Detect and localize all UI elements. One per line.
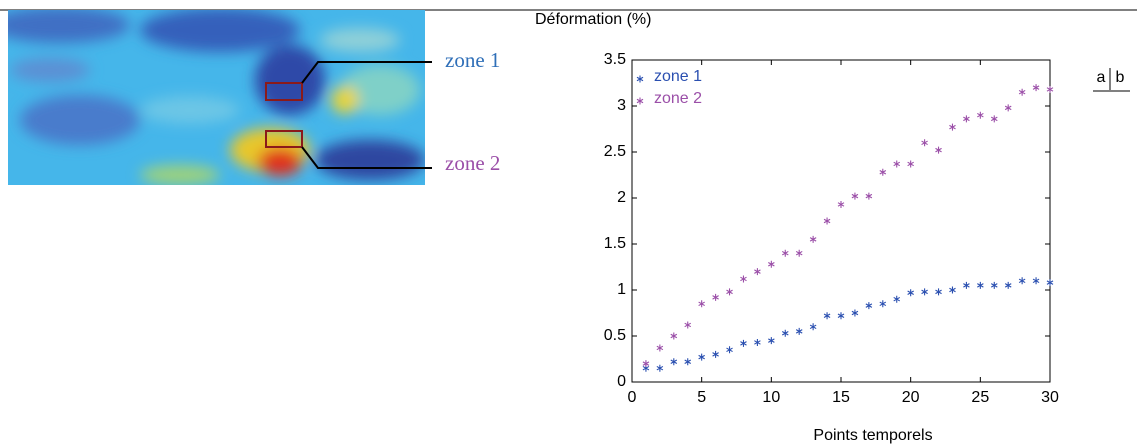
point xyxy=(894,160,900,167)
y-tick-label: 2 xyxy=(617,189,626,206)
point xyxy=(754,268,760,275)
point xyxy=(1033,84,1039,91)
point xyxy=(699,354,705,361)
point xyxy=(810,236,816,243)
point xyxy=(727,346,733,353)
y-tick-label: 1 xyxy=(617,281,626,298)
point xyxy=(740,340,746,347)
x-tick-label: 20 xyxy=(902,389,920,406)
point xyxy=(643,360,649,367)
point xyxy=(894,296,900,303)
x-tick-label: 10 xyxy=(762,389,780,406)
point xyxy=(713,294,719,301)
panel-label: a xyxy=(1097,69,1106,86)
point xyxy=(1005,282,1011,289)
point xyxy=(657,365,663,372)
point xyxy=(768,337,774,344)
y-tick-label: 3.5 xyxy=(604,51,626,68)
panel-label: b xyxy=(1116,69,1125,86)
point xyxy=(685,358,691,365)
point xyxy=(963,282,969,289)
point xyxy=(796,250,802,257)
point xyxy=(685,321,691,328)
point xyxy=(699,300,705,307)
x-axis-label: Points temporels xyxy=(813,427,932,444)
point xyxy=(754,339,760,346)
point xyxy=(908,289,914,296)
point xyxy=(1047,279,1053,286)
point xyxy=(740,275,746,282)
point xyxy=(880,300,886,307)
point xyxy=(1033,277,1039,284)
point xyxy=(1019,89,1025,96)
point xyxy=(1047,86,1053,93)
x-tick-label: 25 xyxy=(971,389,989,406)
point xyxy=(671,333,677,340)
point xyxy=(671,358,677,365)
point xyxy=(768,261,774,268)
y-tick-label: 0.5 xyxy=(604,327,626,344)
point xyxy=(991,282,997,289)
point xyxy=(991,115,997,122)
point xyxy=(922,139,928,146)
point xyxy=(866,302,872,309)
point xyxy=(977,282,983,289)
point xyxy=(922,288,928,295)
point xyxy=(852,193,858,200)
plot-frame xyxy=(632,60,1050,382)
figure: zone 1 zone 2 Déformation (%) Points tem… xyxy=(0,0,1137,446)
x-tick-label: 5 xyxy=(697,389,706,406)
x-tick-label: 30 xyxy=(1041,389,1059,406)
x-tick-label: 0 xyxy=(628,389,637,406)
point xyxy=(838,312,844,319)
legend-label: zone 1 xyxy=(654,68,702,85)
y-axis-label: Déformation (%) xyxy=(535,11,651,28)
point xyxy=(1005,104,1011,111)
y-tick-label: 1.5 xyxy=(604,235,626,252)
point xyxy=(796,328,802,335)
annotation: zone 1 xyxy=(445,48,500,72)
point xyxy=(782,330,788,337)
point xyxy=(1019,277,1025,284)
annotation: zone 2 xyxy=(445,151,500,175)
legend-marker xyxy=(637,76,643,83)
point xyxy=(782,250,788,257)
point xyxy=(713,351,719,358)
point xyxy=(866,193,872,200)
point xyxy=(657,344,663,351)
strain-map xyxy=(0,7,425,185)
point xyxy=(936,147,942,154)
point xyxy=(824,218,830,225)
legend-marker xyxy=(637,98,643,105)
point xyxy=(949,287,955,294)
legend-label: zone 2 xyxy=(654,90,702,107)
point xyxy=(852,310,858,317)
y-tick-label: 3 xyxy=(617,97,626,114)
point xyxy=(727,288,733,295)
point xyxy=(838,201,844,208)
point xyxy=(963,115,969,122)
point xyxy=(880,169,886,176)
point xyxy=(824,312,830,319)
point xyxy=(977,112,983,119)
point xyxy=(936,288,942,295)
y-tick-label: 2.5 xyxy=(604,143,626,160)
point xyxy=(908,160,914,167)
point xyxy=(810,323,816,330)
x-tick-label: 15 xyxy=(832,389,850,406)
y-tick-label: 0 xyxy=(617,373,626,390)
point xyxy=(949,124,955,131)
